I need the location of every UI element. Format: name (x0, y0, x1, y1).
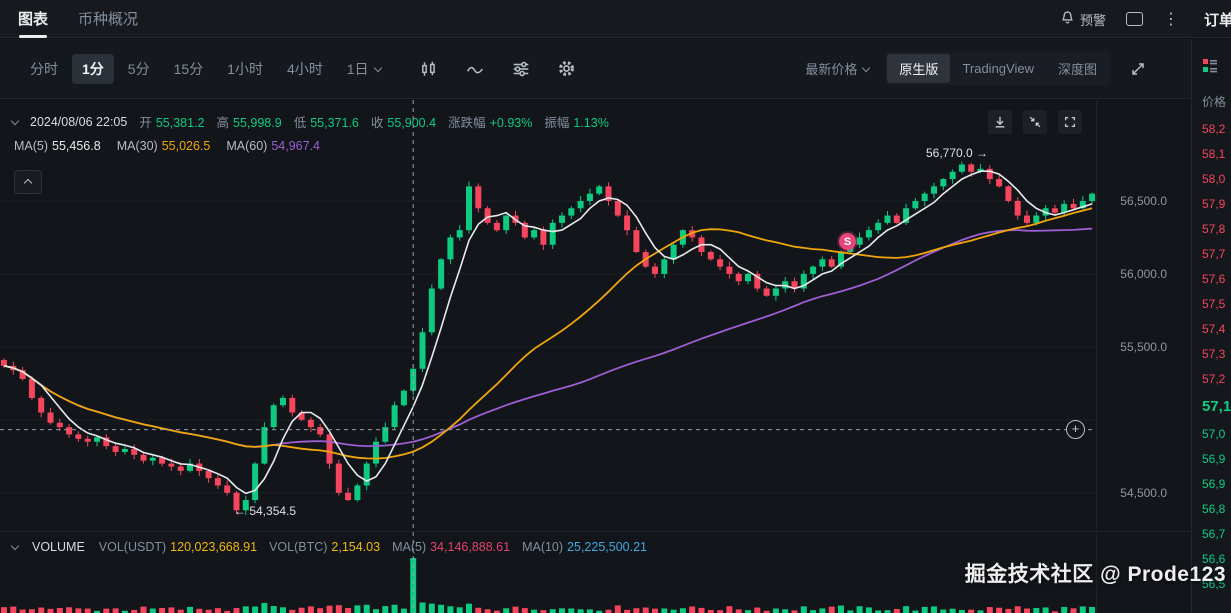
price-axis: 57,100.0 00:03 54,932.5 -3.8% 56,500.056… (1096, 100, 1191, 613)
legend-field: 振幅1.13% (544, 112, 608, 131)
orderbook-ask-row[interactable]: 57,7 (1192, 242, 1231, 267)
chevron-down-icon (862, 63, 870, 71)
volume-title: VOLUME (32, 540, 85, 554)
legend-field: 涨跌幅+0.93% (448, 112, 532, 131)
indicator-line-icon[interactable] (465, 59, 485, 79)
orderbook-bid-row[interactable]: 57,0 (1192, 422, 1231, 447)
axis-tick: 56,500.0 (1120, 194, 1167, 208)
orderbook-ask-row[interactable]: 58,0 (1192, 167, 1231, 192)
view-tab-原生版[interactable]: 原生版 (887, 54, 950, 83)
orderbook-ask-row[interactable]: 57,2 (1192, 367, 1231, 392)
latest-price-label: 最新价格 (805, 59, 857, 78)
ohlc-fields: 开55,381.2 高55,998.9 低55,371.6 收55,900.4 涨跌幅+… (139, 112, 608, 131)
interval-group: 分时1分5分15分1小时4小时1日 (20, 54, 391, 84)
candlestick-style-icon[interactable] (419, 59, 439, 79)
orderbook-ask-row[interactable]: 57,3 (1192, 342, 1231, 367)
interval-4小时[interactable]: 4小时 (277, 54, 333, 84)
high-price-annotation: 56,770.0 → (926, 146, 988, 160)
orderbook-ask-row[interactable]: 57,5 (1192, 292, 1231, 317)
legend-field: 开55,381.2 (139, 112, 204, 131)
orderbook-price-header: 价格 (1202, 93, 1226, 110)
toolbar-right: 最新价格 原生版TradingView深度图 (805, 52, 1149, 85)
orderbook-bid-row[interactable]: 56,8 (1192, 497, 1231, 522)
legend-field: 高55,998.9 (217, 112, 282, 131)
legend-field: 低55,371.6 (294, 112, 359, 131)
low-price-annotation: ← 54,354.5 (234, 504, 296, 518)
interval-分时[interactable]: 分时 (20, 54, 68, 84)
legend-field: MA(30)55,026.5 (117, 139, 211, 153)
volume-fields: VOL(USDT)120,023,668.91 VOL(BTC)2,154.03 M… (99, 540, 647, 554)
chevron-down-icon (373, 63, 381, 71)
interval-1小时[interactable]: 1小时 (217, 54, 273, 84)
view-tab-TradingView[interactable]: TradingView (950, 56, 1046, 81)
candlestick-canvas[interactable] (0, 100, 1096, 531)
axis-tick: 55,500.0 (1120, 340, 1167, 354)
legend-field: MA(10)25,225,500.21 (522, 540, 647, 554)
download-chart-button[interactable] (988, 110, 1012, 134)
trading-app: 图表币种概况 预警 ⋮ 订单 分时1分5分15分1小时4小时1日 (0, 0, 1231, 613)
orders-panel-tab[interactable]: 订单 (1204, 0, 1231, 38)
topbar-actions: 预警 ⋮ (1060, 0, 1179, 38)
chevron-up-icon (24, 179, 32, 187)
expand-chart-icon[interactable] (1127, 58, 1149, 80)
orderbook-bid-row[interactable]: 56,9 (1192, 472, 1231, 497)
settings-sliders-icon[interactable] (511, 59, 531, 79)
chart-toolbar: 分时1分5分15分1小时4小时1日 (0, 39, 1231, 99)
price-pane[interactable]: 2024/08/06 22:05 开55,381.2 高55,998.9 低55,3… (0, 100, 1191, 531)
crosshair-plus-handle[interactable]: + (1066, 420, 1085, 439)
orderbook-ask-row[interactable]: 57,4 (1192, 317, 1231, 342)
view-tab-深度图[interactable]: 深度图 (1046, 54, 1109, 83)
view-tab-group: 原生版TradingView深度图 (885, 52, 1111, 85)
alert-button[interactable]: 预警 (1060, 10, 1106, 29)
axis-tick: 54,500.0 (1120, 486, 1167, 500)
fullscreen-button[interactable] (1058, 110, 1082, 134)
orderbook-mid-price[interactable]: 57,1 (1192, 392, 1231, 422)
legend-field: 收55,900.4 (371, 112, 436, 131)
axis-tick: 56,000.0 (1120, 267, 1167, 281)
watermark: 掘金技术社区 @ Prode123 (965, 558, 1226, 588)
orderbook-ask-row[interactable]: 58,2 (1192, 117, 1231, 142)
chart-widget: 2024/08/06 22:05 开55,381.2 高55,998.9 低55,3… (0, 100, 1191, 613)
ma-legend: MA(5)55,456.8 MA(30)55,026.5 MA(60)54,967.… (14, 139, 320, 153)
interval-5分[interactable]: 5分 (118, 54, 160, 84)
interval-15分[interactable]: 15分 (164, 54, 214, 84)
layout-toggle-icon[interactable] (1126, 12, 1143, 26)
orderbook-layout-icon[interactable] (1203, 59, 1217, 78)
orderbook-ask-row[interactable]: 57,8 (1192, 217, 1231, 242)
orderbook-bid-row[interactable]: 56,7 (1192, 522, 1231, 547)
signal-badge[interactable]: S (839, 233, 856, 250)
top-tab-group: 图表币种概况 (18, 0, 168, 38)
topbar: 图表币种概况 预警 ⋮ 订单 (0, 0, 1231, 38)
bell-icon (1060, 10, 1075, 28)
orderbook-panel: 价格 58,258,158,057,957,857,757,657,557,45… (1191, 39, 1231, 613)
interval-1日[interactable]: 1日 (337, 54, 391, 84)
chart-action-buttons (988, 110, 1082, 134)
orderbook-bid-row[interactable]: 56,9 (1192, 447, 1231, 472)
legend-field: VOL(BTC)2,154.03 (269, 540, 380, 554)
tab-图表[interactable]: 图表 (18, 0, 48, 38)
legend-chevron-down-icon[interactable] (11, 116, 19, 124)
volume-chevron-down-icon[interactable] (11, 542, 19, 550)
latest-price-dropdown[interactable]: 最新价格 (805, 59, 869, 78)
legend-field: VOL(USDT)120,023,668.91 (99, 540, 257, 554)
chart-tool-icons (419, 59, 577, 79)
orderbook-ask-row[interactable]: 57,6 (1192, 267, 1231, 292)
collapse-legend-button[interactable] (14, 170, 42, 194)
volume-legend: VOLUME VOL(USDT)120,023,668.91 VOL(BTC)2,… (12, 540, 647, 554)
legend-field: MA(5)34,146,888.61 (392, 540, 510, 554)
tab-币种概况[interactable]: 币种概况 (78, 0, 138, 38)
legend-field: MA(60)54,967.4 (226, 139, 320, 153)
candle-datetime: 2024/08/06 22:05 (30, 115, 127, 129)
legend-field: MA(5)55,456.8 (14, 139, 101, 153)
collapse-view-button[interactable] (1023, 110, 1047, 134)
interval-1分[interactable]: 1分 (72, 54, 114, 84)
more-menu-icon[interactable]: ⋮ (1163, 9, 1179, 29)
alert-label: 预警 (1080, 10, 1106, 29)
gear-icon[interactable] (557, 59, 577, 79)
orderbook-ask-row[interactable]: 57,9 (1192, 192, 1231, 217)
ohlc-legend: 2024/08/06 22:05 开55,381.2 高55,998.9 低55,3… (12, 112, 609, 131)
orderbook-rows: 58,258,158,057,957,857,757,657,557,457,3… (1192, 117, 1231, 597)
orderbook-ask-row[interactable]: 58,1 (1192, 142, 1231, 167)
